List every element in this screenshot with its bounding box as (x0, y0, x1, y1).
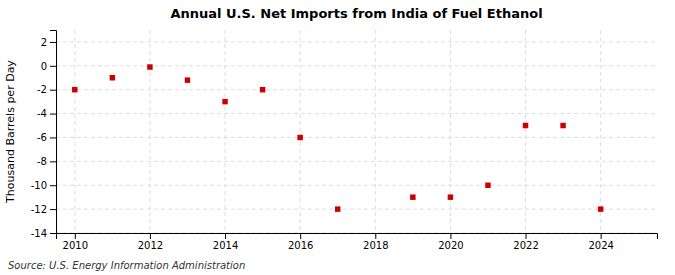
tick-label: -14 (31, 228, 47, 239)
tick-mark (50, 233, 56, 234)
tick-mark (50, 161, 56, 162)
tick: 2012 (138, 233, 163, 251)
tick: -14 (31, 228, 56, 239)
grid-line (225, 30, 226, 233)
tick: 2024 (588, 233, 613, 251)
grid-line (56, 209, 657, 210)
tick-label: 2010 (63, 240, 88, 251)
grid-line (56, 113, 657, 114)
point (485, 182, 490, 187)
point (222, 99, 227, 104)
tick: 2 (41, 37, 56, 48)
tick-mark (75, 233, 76, 239)
point (523, 123, 528, 128)
tick-label: 2024 (588, 240, 613, 251)
tick: 2010 (63, 233, 88, 251)
tick: -6 (37, 132, 56, 143)
tick-label: -2 (37, 84, 47, 95)
axis-line (57, 234, 658, 240)
plot: 2010 2012 2014 2016 2018 2020 2022 2024 2 0 -2 -4 -6… (31, 30, 658, 251)
tick-label: -12 (31, 204, 47, 215)
grid-line (450, 30, 451, 233)
tick: 0 (41, 61, 56, 72)
tick-label: -4 (37, 108, 47, 119)
title: Annual U.S. Net Imports from India of Fu… (170, 6, 542, 21)
grid-line (56, 41, 657, 42)
tick: -10 (31, 180, 56, 191)
chart: 2010 2012 2014 2016 2018 2020 2022 2024 2 0 -2 -4 -6… (0, 0, 675, 275)
grid-line (300, 30, 301, 233)
point (185, 77, 190, 82)
grid-line (56, 185, 657, 186)
tick-label: -6 (37, 132, 47, 143)
tick-mark (50, 42, 56, 43)
source: Source: U.S. Energy Information Administ… (8, 260, 245, 271)
tick: 2016 (288, 233, 313, 251)
tick-label: 0 (41, 61, 47, 72)
tick-mark (50, 66, 56, 67)
grid-line (600, 30, 601, 233)
tick-label: 2012 (138, 240, 163, 251)
tick-label: -10 (31, 180, 47, 191)
grid-line (525, 30, 526, 233)
point (297, 135, 302, 140)
tick: -12 (31, 204, 56, 215)
axis-line (50, 31, 57, 234)
tick-label: 2020 (438, 240, 463, 251)
grid-line (56, 161, 657, 162)
point (560, 123, 565, 128)
tick-mark (601, 233, 602, 239)
tick: 2014 (213, 233, 238, 251)
tick-label: 2016 (288, 240, 313, 251)
tick-label: 2014 (213, 240, 238, 251)
tick-mark (150, 233, 151, 239)
tick-label: -8 (37, 156, 47, 167)
tick: -4 (37, 108, 56, 119)
grid-line (375, 30, 376, 233)
grid (56, 30, 657, 233)
grid-line (74, 30, 75, 233)
tick-mark (50, 90, 56, 91)
grid-line (56, 89, 657, 90)
tick: -2 (37, 84, 56, 95)
point (335, 206, 340, 211)
grid-line (56, 65, 657, 66)
point (448, 194, 453, 199)
tick-mark (50, 114, 56, 115)
tick-mark (375, 233, 376, 239)
tick-label: 2 (41, 37, 47, 48)
x-axis: 2010 2012 2014 2016 2018 2020 2022 2024 (57, 233, 658, 251)
tick: -8 (37, 156, 56, 167)
tick: 2018 (363, 233, 388, 251)
tick-mark (300, 233, 301, 239)
point (598, 206, 603, 211)
tick-label: 2022 (513, 240, 538, 251)
tick-label: 2018 (363, 240, 388, 251)
tick-mark (50, 209, 56, 210)
grid-line (56, 137, 657, 138)
point (72, 87, 77, 92)
points (72, 64, 603, 212)
y-axis-title: Thousand Barrels per Day (4, 60, 17, 204)
tick-mark (450, 233, 451, 239)
tick-mark (50, 185, 56, 186)
point (147, 64, 152, 69)
tick: 2022 (513, 233, 538, 251)
point (110, 75, 115, 80)
grid-line (149, 30, 150, 233)
point (410, 194, 415, 199)
tick-mark (225, 233, 226, 239)
tick: 2020 (438, 233, 463, 251)
tick-mark (526, 233, 527, 239)
y-axis: 2 0 -2 -4 -6 -8 -10 -12 -14 (31, 31, 57, 239)
tick-mark (50, 137, 56, 138)
point (260, 87, 265, 92)
